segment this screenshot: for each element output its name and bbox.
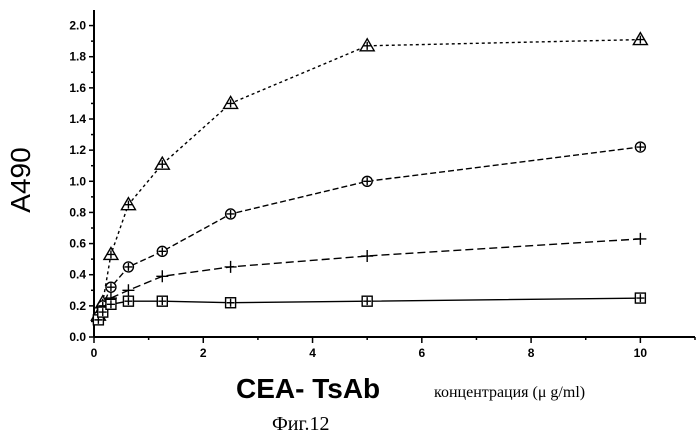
- x-axis-label-suffix: концентрация (μ g/ml): [434, 384, 585, 401]
- y-tick-label: 1.0: [69, 174, 86, 188]
- x-tick-label: 0: [91, 346, 98, 360]
- axes: [94, 10, 695, 337]
- y-tick-label: 0.4: [69, 268, 86, 282]
- series-line-circle: [98, 147, 640, 317]
- y-tick-label: 1.2: [69, 143, 86, 157]
- y-tick-label: 0.6: [69, 237, 86, 251]
- x-tick-label: 4: [309, 346, 316, 360]
- y-tick-label: 1.6: [69, 81, 86, 95]
- y-tick-label: 1.8: [69, 50, 86, 64]
- x-tick-label: 2: [200, 346, 207, 360]
- y-tick-label: 2.0: [69, 19, 86, 33]
- series-plus: [92, 233, 646, 324]
- data-point-plus: [361, 250, 373, 262]
- y-tick-label: 0.8: [69, 205, 86, 219]
- y-tick-label: 1.4: [69, 112, 86, 126]
- y-axis-label: A490: [5, 147, 36, 212]
- series-circle: [93, 142, 645, 322]
- data-point-plus: [634, 233, 646, 245]
- series-square: [93, 293, 645, 325]
- x-ticks: 0 2 4 6 8 10: [91, 337, 695, 360]
- figure-caption: Фиг.12: [272, 413, 329, 435]
- series-group: [91, 33, 647, 325]
- data-point-plus: [156, 270, 168, 282]
- x-tick-label: 10: [634, 346, 648, 360]
- y-ticks: 0.0 0.2 0.4 0.6 0.8 1.0 1.2 1.4 1.6 1.8 2.0: [69, 19, 94, 344]
- x-tick-label: 6: [418, 346, 425, 360]
- data-point-plus: [225, 261, 237, 273]
- data-point-plus: [122, 284, 134, 296]
- y-tick-label: 0.0: [69, 330, 86, 344]
- y-tick-label: 0.2: [69, 299, 86, 313]
- x-axis-label: CEA- TsAb: [236, 373, 380, 404]
- x-tick-label: 8: [528, 346, 535, 360]
